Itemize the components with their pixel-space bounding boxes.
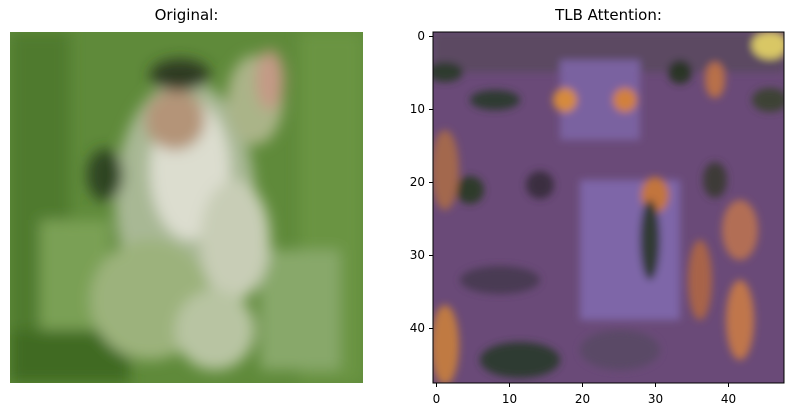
x-axis: 0 10 20 30 40: [433, 383, 736, 406]
x-tick-label: 40: [721, 392, 736, 406]
y-tick-label: 40: [410, 321, 425, 335]
attention-axes-frame: [432, 31, 785, 384]
x-tick-label: 10: [502, 392, 517, 406]
attention-map-title: TLB Attention:: [555, 6, 662, 24]
y-tick-label: 20: [410, 175, 425, 189]
x-tick-label: 20: [575, 392, 590, 406]
original-image-title: Original:: [154, 6, 219, 24]
original-image: [10, 32, 363, 383]
y-tick-label: 30: [410, 248, 425, 262]
y-axis: 0 10 20 30 40: [410, 29, 433, 335]
x-tick-label: 30: [648, 392, 663, 406]
y-tick-label: 0: [417, 29, 425, 43]
x-tick-label: 0: [433, 392, 441, 406]
y-tick-label: 10: [410, 102, 425, 116]
attention-heatmap: [433, 32, 784, 383]
